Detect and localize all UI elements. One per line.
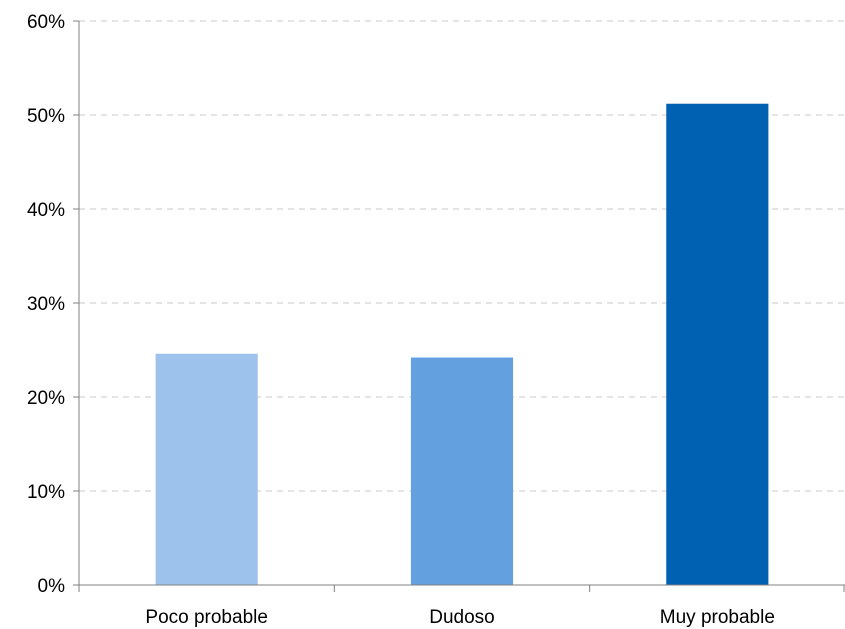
x-category-label: Muy probable	[660, 607, 775, 628]
y-tick-label: 20%	[27, 388, 65, 409]
y-tick-label: 50%	[27, 106, 65, 127]
bar-dudoso	[410, 357, 514, 585]
y-tick-label: 60%	[27, 12, 65, 33]
labels: 0% 10% 20% 30% 40% 50% 60% Poco probable Dudoso M…	[27, 12, 775, 628]
bar-muy-probable	[666, 103, 769, 585]
axes	[73, 20, 845, 592]
y-tick-label: 40%	[27, 200, 65, 221]
x-category-label: Dudoso	[429, 607, 495, 628]
bar-poco-probable	[155, 353, 258, 585]
bars	[155, 103, 769, 585]
y-tick-label: 30%	[27, 294, 65, 315]
x-category-label: Poco probable	[145, 607, 268, 628]
y-tick-label: 0%	[38, 576, 66, 597]
y-tick-label: 10%	[27, 482, 65, 503]
